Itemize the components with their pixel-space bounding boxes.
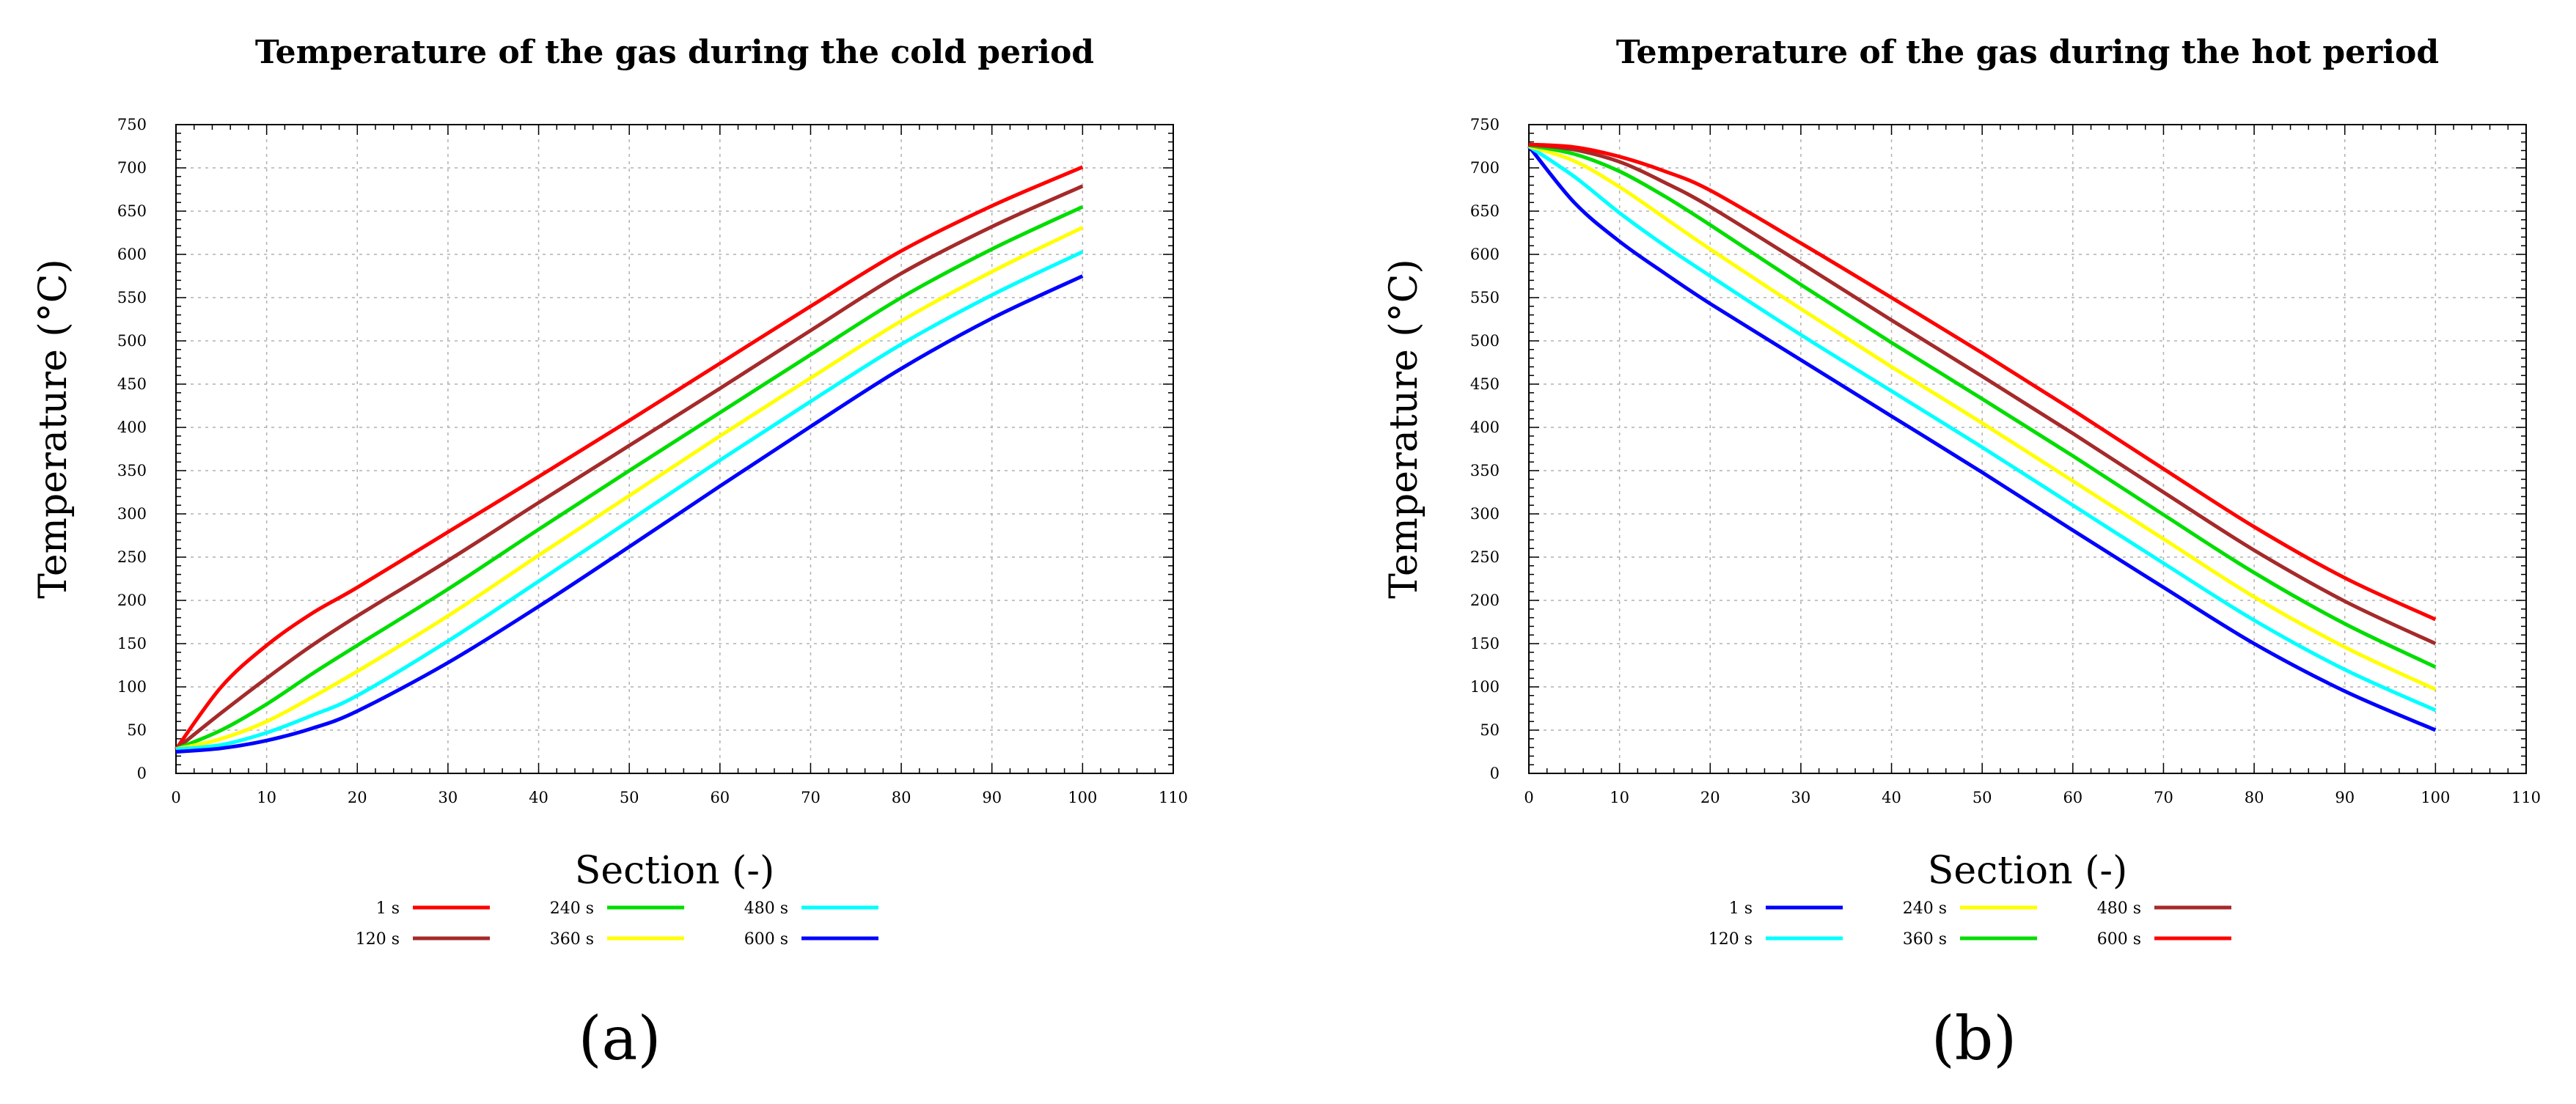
y-tick-label: 200 [1470, 592, 1500, 609]
legend-label: 360 s [550, 930, 594, 949]
y-tick-label: 750 [117, 116, 147, 133]
y-tick-label: 650 [117, 202, 147, 220]
y-tick-label: 350 [1470, 462, 1500, 479]
x-tick-label: 110 [2511, 789, 2541, 806]
x-tick-label: 50 [620, 789, 639, 806]
x-tick-label: 60 [710, 789, 730, 806]
series-line [1527, 144, 2437, 713]
series-line [175, 205, 1084, 751]
legend-label: 600 s [744, 930, 788, 949]
y-tick-label: 100 [117, 678, 147, 696]
y-tick-label: 600 [1470, 246, 1500, 263]
x-tick-label: 90 [982, 789, 1002, 806]
legend: 1 s 120 s 240 s 360 s 480 s 600 s [356, 899, 878, 949]
series-line [1528, 142, 2437, 622]
legend-label: 360 s [1903, 930, 1947, 949]
legend-label: 240 s [1903, 899, 1947, 918]
legend-label: 120 s [1709, 930, 1753, 949]
x-tick-label: 100 [1068, 789, 1097, 806]
x-tick-label: 40 [529, 789, 548, 806]
x-tick-label: 50 [1973, 789, 1992, 806]
plot-frame [175, 124, 1174, 774]
y-tick-label: 300 [1470, 505, 1500, 523]
series-line [1528, 144, 2437, 691]
legend-label: 600 s [2097, 930, 2141, 949]
y-tick-label: 250 [117, 548, 147, 566]
chart-title: Temperature of the gas during the hot pe… [1616, 34, 2439, 71]
series-line [174, 165, 1084, 751]
x-tick-label: 90 [2335, 789, 2355, 806]
x-tick-label: 30 [438, 789, 458, 806]
plot-area: 0 10 20 30 40 50 60 70 80 90 100 110 0 50 100 150 200 250… [117, 116, 1188, 806]
y-tick-label: 0 [1490, 765, 1500, 782]
y-tick-label: 550 [117, 289, 147, 306]
series-line [175, 184, 1084, 751]
y-tick-label: 600 [117, 246, 147, 263]
legend-label: 1 s [1729, 899, 1753, 918]
y-tick-label: 100 [1470, 678, 1500, 696]
x-tick-label: 10 [257, 789, 276, 806]
x-tick-label: 0 [171, 789, 180, 806]
y-tick-label: 450 [1470, 375, 1500, 393]
legend-label: 480 s [744, 899, 788, 918]
plot-area: 0 10 20 30 40 50 60 70 80 90 100 110 0 50 100 150 200 250… [1470, 116, 2541, 806]
y-tick-label: 500 [1470, 332, 1500, 350]
x-tick-label: 60 [2063, 789, 2083, 806]
x-tick-label: 110 [1159, 789, 1188, 806]
x-tick-label: 80 [892, 789, 911, 806]
x-tick-label: 100 [2421, 789, 2450, 806]
x-tick-label: 40 [1882, 789, 1901, 806]
series-line [1528, 143, 2437, 669]
chart-cold-period: Temperature of the gas during the cold p… [32, 34, 1188, 1074]
y-tick-label: 450 [117, 375, 147, 393]
y-axis-label: Temperature (°C) [1382, 259, 1426, 599]
y-tick-label: 500 [117, 332, 147, 350]
y-tick-label: 700 [1470, 159, 1500, 177]
legend-label: 480 s [2097, 899, 2141, 918]
x-tick-label: 0 [1524, 789, 1533, 806]
series-line [175, 274, 1084, 754]
series-line [175, 250, 1084, 751]
y-tick-label: 50 [127, 721, 147, 739]
series-line [1528, 142, 2437, 646]
y-tick-label: 400 [117, 419, 147, 436]
y-tick-label: 250 [1470, 548, 1500, 566]
x-tick-label: 20 [1700, 789, 1720, 806]
legend-label: 120 s [356, 930, 400, 949]
y-tick-label: 350 [117, 462, 147, 479]
y-tick-label: 550 [1470, 289, 1500, 306]
series-line [1527, 144, 2437, 732]
x-tick-label: 70 [2154, 789, 2173, 806]
panel-label: (a) [579, 1004, 661, 1074]
x-tick-label: 20 [348, 789, 367, 806]
y-tick-label: 200 [117, 592, 147, 609]
y-tick-label: 50 [1480, 721, 1500, 739]
plot-frame [1528, 124, 2527, 774]
y-tick-label: 150 [1470, 635, 1500, 652]
y-axis-label: Temperature (°C) [32, 259, 76, 599]
x-tick-label: 80 [2245, 789, 2264, 806]
y-tick-label: 300 [117, 505, 147, 523]
y-tick-label: 400 [1470, 419, 1500, 436]
x-tick-label: 30 [1791, 789, 1811, 806]
x-tick-label: 10 [1610, 789, 1629, 806]
series-line [175, 226, 1084, 751]
chart-title: Temperature of the gas during the cold p… [255, 34, 1094, 71]
legend: 1 s 120 s 240 s 360 s 480 s 600 s [1709, 899, 2231, 949]
x-axis-label: Section (-) [575, 849, 775, 893]
y-tick-label: 650 [1470, 202, 1500, 220]
legend-label: 240 s [550, 899, 594, 918]
panel-label: (b) [1931, 1004, 2017, 1074]
y-tick-label: 700 [117, 159, 147, 177]
x-tick-label: 70 [801, 789, 821, 806]
y-tick-label: 0 [137, 765, 147, 782]
x-axis-label: Section (-) [1928, 849, 2128, 893]
y-tick-label: 150 [117, 635, 147, 652]
chart-hot-period: Temperature of the gas during the hot pe… [1382, 34, 2541, 1074]
y-tick-label: 750 [1470, 116, 1500, 133]
legend-label: 1 s [376, 899, 400, 918]
